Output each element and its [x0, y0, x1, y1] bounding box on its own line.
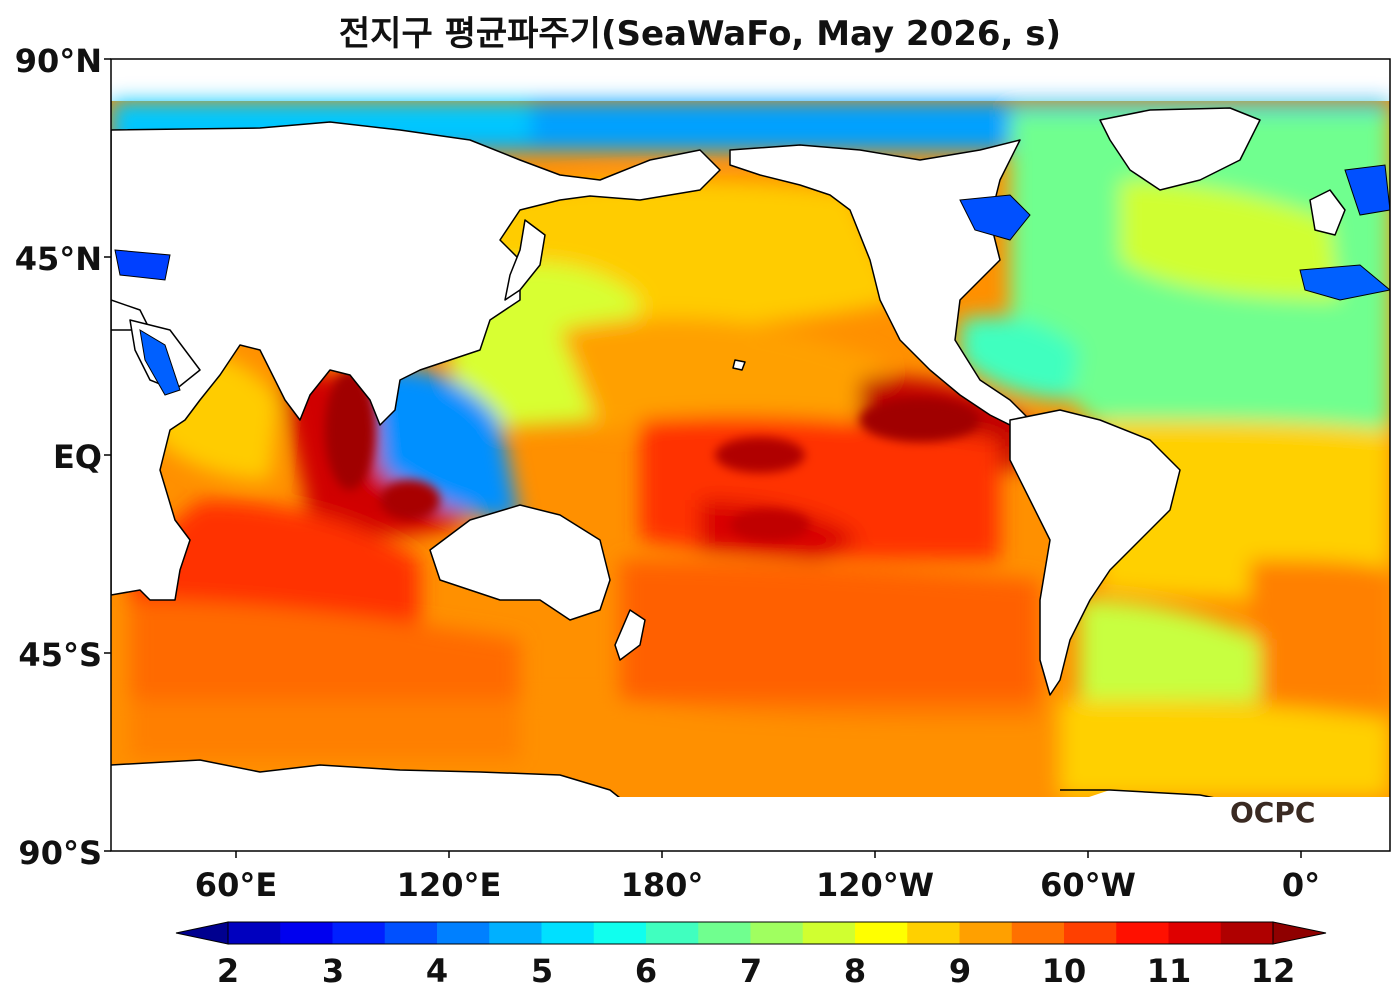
colorbar-bin — [332, 922, 386, 944]
colorbar-bin — [698, 922, 751, 944]
colorbar-bin — [1168, 922, 1222, 944]
colorbar-bin — [855, 922, 908, 944]
lon-label-0: 0° — [1281, 866, 1321, 904]
colorbar-bin — [489, 922, 542, 944]
lon-label-60e: 60°E — [194, 866, 278, 904]
colorbar-label-10: 10 — [1041, 952, 1087, 990]
colorbar-label-6: 6 — [634, 952, 658, 990]
lon-label-120w: 120°W — [815, 866, 935, 904]
colorbar — [175, 921, 1327, 945]
colorbar-bin — [437, 922, 490, 944]
colorbar-label-3: 3 — [321, 952, 345, 990]
colorbar-label-12: 12 — [1250, 952, 1296, 990]
colorbar-over-extend — [1272, 921, 1327, 945]
colorbar-bin — [280, 922, 333, 944]
colorbar-label-7: 7 — [739, 952, 763, 990]
axis-ticks — [104, 58, 1302, 858]
colorbar-bin — [646, 922, 699, 944]
lat-label-45n: 45°N — [14, 240, 102, 278]
colorbar-label-2: 2 — [216, 952, 240, 990]
lon-label-120e: 120°E — [396, 866, 502, 904]
colorbar-label-4: 4 — [425, 952, 449, 990]
lon-label-180: 180° — [620, 866, 704, 904]
colorbar-bin — [1011, 922, 1065, 944]
land-masses — [111, 107, 1390, 851]
colorbar-label-5: 5 — [530, 952, 554, 990]
lat-label-eq: EQ — [52, 438, 102, 476]
colorbar-bin — [907, 922, 960, 944]
lon-label-60w: 60°W — [1040, 866, 1136, 904]
colorbar-bin — [1220, 922, 1274, 944]
map-title: 전지구 평균파주기(SeaWaFo, May 2026, s) — [338, 14, 1062, 54]
colorbar-label-9: 9 — [948, 952, 972, 990]
colorbar-bin — [750, 922, 804, 944]
lat-label-45s: 45°S — [18, 636, 102, 674]
colorbar-bin — [384, 922, 438, 944]
colorbar-bin — [228, 922, 281, 944]
colorbar-bin — [959, 922, 1013, 944]
ocean-field — [111, 59, 1390, 851]
colorbar-outline — [227, 921, 1274, 945]
lat-label-90s: 90°S — [18, 834, 102, 872]
ocpc-logo: OCPC — [1230, 796, 1316, 829]
colorbar-bin — [1064, 922, 1117, 944]
colorbar-under-extend — [175, 921, 229, 945]
marginal-seas — [114, 164, 1390, 396]
colorbar-bin — [802, 922, 856, 944]
colorbar-bin — [593, 922, 647, 944]
colorbar-label-8: 8 — [843, 952, 867, 990]
lat-label-90n: 90°N — [14, 42, 102, 80]
colorbar-label-11: 11 — [1146, 952, 1192, 990]
colorbar-bin — [541, 922, 595, 944]
colorbar-bin — [1116, 922, 1169, 944]
